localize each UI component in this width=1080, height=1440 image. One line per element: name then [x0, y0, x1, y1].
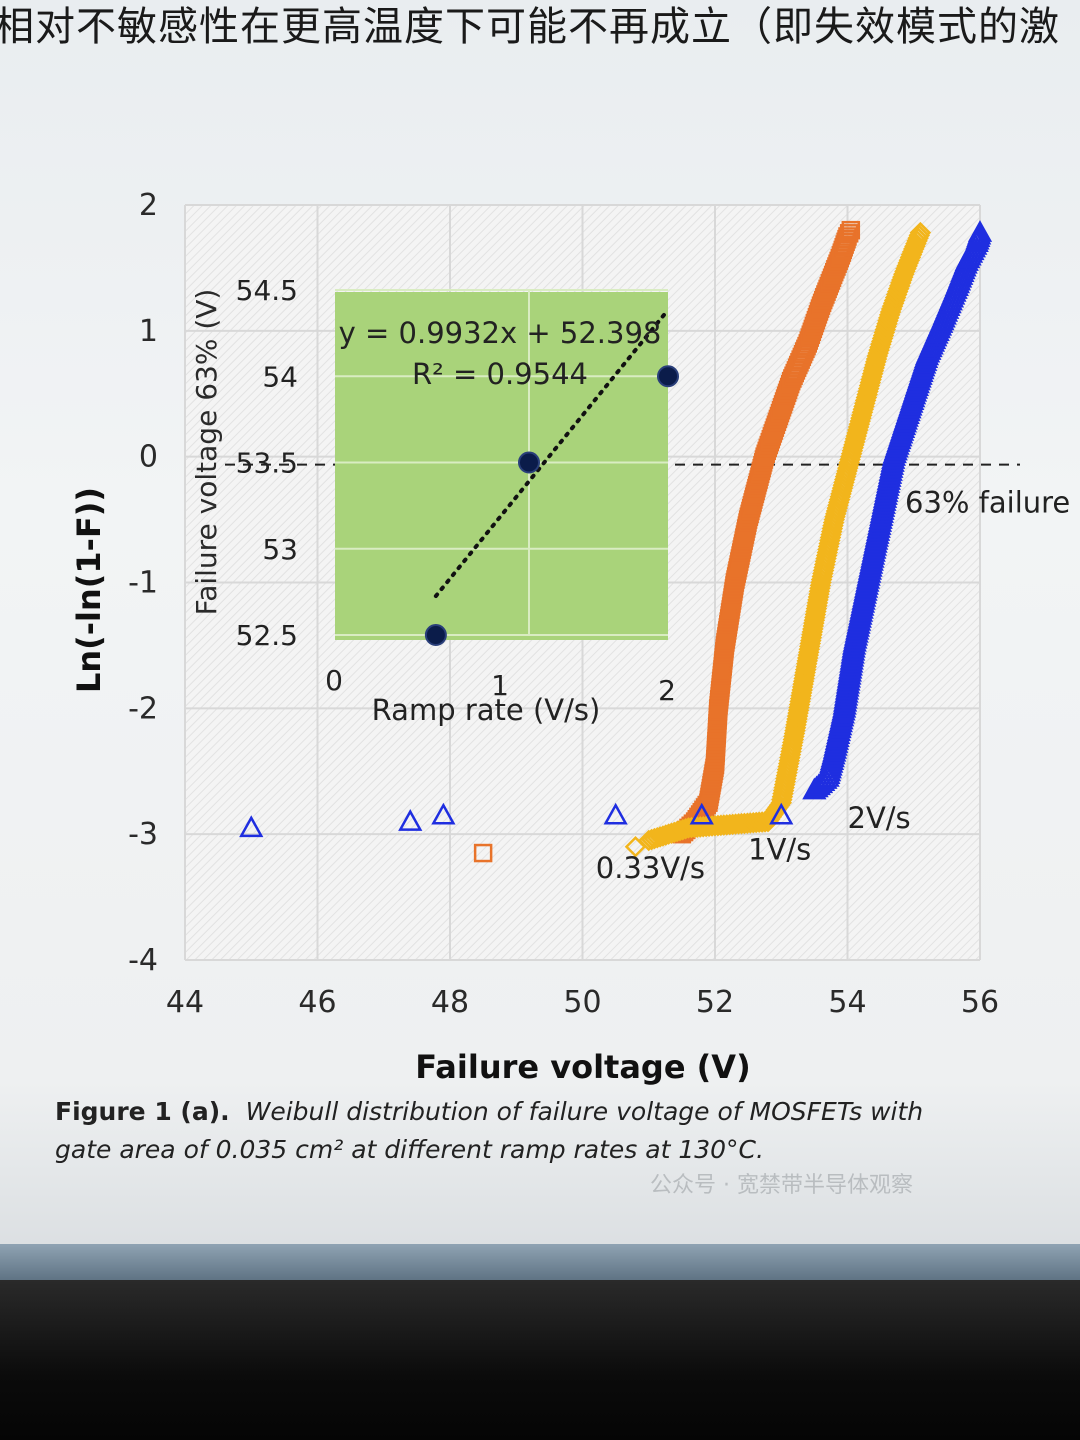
inset-y-axis-ticks: 54.5 54 53.5 53 52.5 — [236, 274, 298, 652]
main-x-tick-label: 52 — [696, 985, 734, 1020]
trendline — [433, 307, 670, 599]
main-y-tick-label: 2 — [139, 188, 158, 223]
document-heading: 相对不敏感性在更高温度下可能不再成立（即失效模式的激 — [0, 4, 1060, 50]
inset-x-tick-label: 2 — [658, 674, 676, 707]
main-x-axis-title: Failure voltage (V) — [415, 1048, 750, 1086]
main-x-axis-ticks: 44 46 48 50 52 54 56 — [166, 985, 999, 1020]
series-033vs — [473, 220, 861, 863]
series-1vs — [624, 221, 932, 858]
main-y-tick-label: -2 — [128, 691, 158, 726]
inset-x-tick-label: 1 — [491, 669, 509, 702]
inset-equation: y = 0.9932x + 52.398 — [339, 316, 662, 350]
main-y-axis-ticks: 2 1 0 -1 -2 -3 -4 — [128, 188, 158, 978]
data-point — [841, 220, 861, 240]
figure-caption-line1: Figure 1 (a). Weibull distribution of fa… — [55, 1097, 923, 1126]
watermark: 公众号 · 宽禁带半导体观察 — [650, 1173, 913, 1198]
figure-caption-line2: gate area of 0.035 cm² at different ramp… — [55, 1135, 764, 1164]
main-y-tick-label: -3 — [128, 817, 158, 852]
monitor-bezel — [0, 1244, 1080, 1280]
outlier-point — [239, 815, 264, 838]
series-label: 0.33V/s — [596, 851, 705, 885]
outlier-point — [473, 843, 493, 863]
inset-y-axis-title: Failure voltage 63% (V) — [190, 289, 223, 616]
inset-y-tick-label: 52.5 — [236, 619, 298, 652]
series-label: 2V/s — [848, 801, 911, 835]
main-y-tick-label: 0 — [139, 440, 158, 475]
data-point — [909, 221, 932, 244]
main-y-axis-title: Ln(-ln(1-F)) — [70, 487, 108, 693]
main-y-tick-label: -1 — [128, 566, 158, 601]
main-x-tick-label: 48 — [431, 985, 469, 1020]
inset-trendline — [433, 307, 670, 599]
series-label: 1V/s — [748, 832, 811, 866]
main-series-group — [239, 220, 993, 863]
main-x-tick-label: 44 — [166, 985, 204, 1020]
inset-point — [518, 451, 540, 474]
inset-x-tick-label: 0 — [325, 664, 343, 697]
inset-x-axis-title: Ramp rate (V/s) — [372, 693, 601, 727]
outlier-point — [624, 835, 647, 858]
desk-background — [0, 1280, 1080, 1440]
data-point — [838, 227, 857, 246]
inset-r-squared: R² = 0.9544 — [412, 357, 588, 391]
main-y-tick-label: 1 — [139, 314, 158, 349]
outlier-point — [431, 802, 456, 825]
reference-line-label: 63% failure — [905, 486, 1070, 520]
inset-plot-area — [335, 292, 668, 640]
inset-point — [657, 365, 679, 388]
outlier-point — [769, 802, 794, 825]
inset-y-tick-label: 54 — [262, 360, 298, 393]
inset-point — [424, 624, 447, 646]
inset-points-group — [424, 365, 679, 646]
outlier-point — [689, 802, 714, 825]
series-annotations: 0.33V/s 1V/s 2V/s — [596, 801, 911, 885]
main-x-tick-label: 56 — [961, 985, 999, 1020]
weibull-figure: 2 1 0 -1 -2 -3 -4 44 46 48 50 52 54 56 63% failure 0… — [55, 188, 1070, 1198]
outlier-point — [398, 809, 423, 831]
figure-caption-label: Figure 1 (a). — [55, 1097, 230, 1126]
series-2vs — [239, 220, 993, 838]
inset-x-axis-ticks: 0 1 2 — [325, 664, 676, 707]
data-point — [839, 224, 859, 243]
data-point — [967, 220, 993, 242]
inset-y-tick-label: 54.5 — [236, 274, 298, 307]
inset-y-tick-label: 53 — [262, 533, 298, 566]
figure-caption-text1: Weibull distribution of failure voltage … — [246, 1097, 924, 1126]
main-y-tick-label: -4 — [128, 943, 158, 978]
main-x-tick-label: 46 — [298, 985, 336, 1020]
main-x-tick-label: 50 — [563, 985, 601, 1020]
inset-y-tick-label: 53.5 — [236, 447, 298, 480]
outlier-point — [603, 802, 628, 825]
main-x-tick-label: 54 — [828, 985, 866, 1020]
